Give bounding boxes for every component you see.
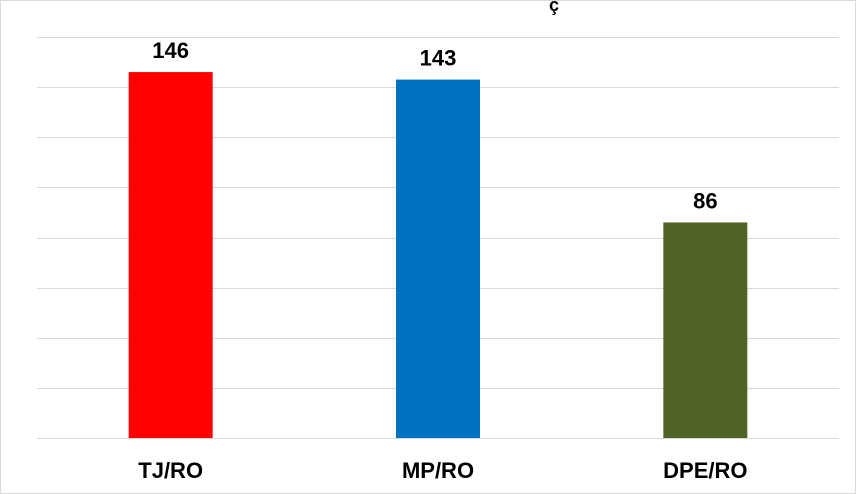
value-labels: 146 143 86 (152, 38, 717, 213)
category-labels: TJ/RO MP/RO DPE/RO (138, 458, 747, 483)
chart-title-fragment: ç (549, 0, 560, 15)
value-label-dpe-ro: 86 (693, 188, 717, 213)
bars (128, 72, 748, 439)
category-label-mp-ro: MP/RO (402, 458, 474, 483)
value-label-tj-ro: 146 (152, 38, 189, 63)
bar-mp-ro (396, 79, 480, 438)
value-label-mp-ro: 143 (420, 46, 457, 71)
bar-dpe-ro (663, 222, 748, 438)
bar-tj-ro (128, 72, 213, 439)
category-label-dpe-ro: DPE/RO (663, 458, 747, 483)
category-label-tj-ro: TJ/RO (138, 458, 203, 483)
